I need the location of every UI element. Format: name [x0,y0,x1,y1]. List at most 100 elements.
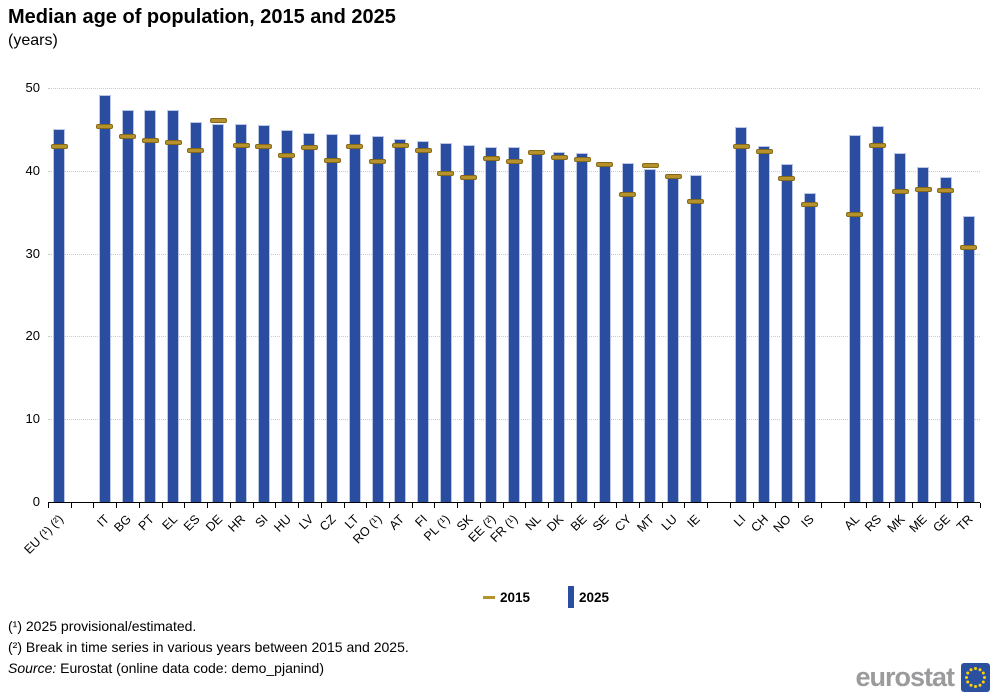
x-axis-tick [479,503,481,508]
y-axis-label-40: 40 [25,162,40,178]
bar-2025-FI [417,140,430,502]
x-axis-label-text: SE [590,512,612,534]
bar-2025-DE [212,124,225,502]
marker-2015-NL [528,150,546,156]
x-axis-label-text: SI [252,512,271,531]
bar-2025-GE [939,177,952,502]
bar-2025-LT [348,134,361,502]
marker-2015-CY [619,192,637,198]
bar-2025-EL [167,110,180,502]
marker-2015-PL (¹) [437,170,455,176]
marker-2015-SK [460,174,478,180]
x-axis-label-text: HU [270,512,294,535]
x-axis-tick [866,503,868,508]
x-axis-tick [457,503,459,508]
x-axis-label-text: DE [203,512,226,535]
x-axis-tick [343,503,345,508]
bar-2025-SK [462,145,475,502]
y-axis-label-20: 20 [25,328,40,344]
x-axis-label-text: AT [386,512,408,533]
bar-2025-CH [758,145,771,502]
bar-2025-NO [780,164,793,502]
bar-2025-IT [98,95,111,502]
x-axis-label-text: CZ [317,512,340,534]
bar-2025-MT [644,169,657,502]
x-axis-label-text: DK [544,512,567,535]
marker-2015-LI [732,144,750,150]
x-axis-tick [820,503,822,508]
legend-2025-bar-icon [568,586,574,608]
marker-2015-NO [778,175,796,181]
x-axis-label-text: CY [612,512,635,535]
x-axis-label-text: ME [906,512,931,536]
marker-2015-ME [914,186,932,192]
x-axis-tick [661,503,663,508]
marker-2015-EE (²) [482,155,500,161]
bar-2025-RS [871,126,884,502]
x-axis-tick [411,503,413,508]
x-axis-tick [957,503,959,508]
eurostat-logo-text: eurostat [855,662,955,692]
marker-2015-BG [119,133,137,139]
x-axis-tick [366,503,368,508]
marker-2015-MK [891,189,909,194]
bar-2025-RO (¹) [371,136,384,502]
marker-2015-FI [414,147,432,153]
marker-2015-GE [937,188,955,194]
x-axis-label-text: NO [770,512,794,536]
x-axis-label-text: RS [862,512,885,535]
bar-2025-ME [917,166,930,502]
page-title: Median age of population, 2015 and 2025 [8,6,396,28]
marker-2015-CH [755,149,773,155]
bar-2025-IE [689,174,702,502]
bar-2025-TR [962,216,975,502]
footnote-1: (¹) 2025 provisional/estimated. [8,618,197,634]
marker-2015-HR [232,142,250,148]
legend-item-2025: 2025 [568,586,609,608]
x-axis-label-text: IS [798,512,817,531]
x-axis-label-text: GE [930,512,953,535]
source-label: Source: [8,660,57,676]
x-axis-label-text: MT [634,512,658,535]
x-axis-label-text: NL [522,512,544,534]
bar-2025-SI [257,125,270,502]
bar-2025-LU [667,174,680,502]
marker-2015-SI [255,144,273,150]
x-axis-label-text: EU (¹) (²) [21,512,67,557]
marker-2015-DK [550,155,568,161]
bar-2025-IS [803,193,816,502]
x-axis-label-text: AL [841,512,862,533]
marker-2015-ES [187,148,205,154]
legend-item-2015: 2015 [482,589,530,605]
x-axis-tick [729,503,731,508]
bar-2025-HU [280,130,293,502]
x-axis-tick [70,503,72,508]
eu-flag-stars-icon [974,676,977,679]
marker-2015-SE [596,161,614,167]
marker-2015-CZ [323,158,341,164]
x-axis-label-text: BG [111,512,135,535]
x-axis-tick [525,503,527,508]
x-axis-tick [548,503,550,508]
x-axis-label-text: LI [730,512,749,530]
x-axis-tick [570,503,572,508]
x-axis-tick [934,503,936,508]
x-axis-tick [616,503,618,508]
marker-2015-MT [641,162,659,168]
bar-2025-EU (¹) (²) [53,129,66,502]
x-axis-tick [116,503,118,508]
chart-legend: 2015 2025 [0,586,1000,608]
bar-2025-BE [576,153,589,502]
bar-2025-CY [621,162,634,502]
marker-2015-LV [300,145,318,151]
x-axis-label-text: IE [684,512,703,531]
marker-2015-AL [846,212,864,218]
y-axis-label-50: 50 [25,80,40,95]
legend-2015-label: 2015 [499,589,530,605]
bar-2025-LI [735,126,748,502]
bar-2025-CZ [326,133,339,502]
marker-2015-EU (¹) (²) [50,144,68,150]
x-axis-label-text: LU [658,512,681,534]
